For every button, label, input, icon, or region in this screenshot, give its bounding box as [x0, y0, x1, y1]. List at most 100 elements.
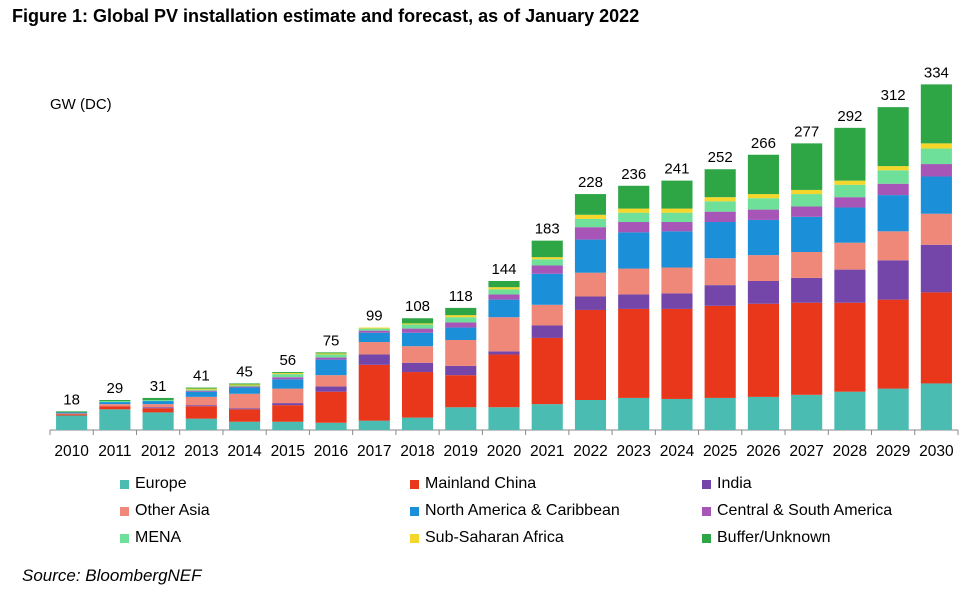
bar-2015-buffer-unknown	[272, 372, 304, 374]
bar-2029-other-asia	[877, 231, 909, 261]
bar-2021-north-america-caribbean	[531, 273, 563, 305]
bar-2025-central-south-america	[704, 211, 736, 223]
bar-2011-mena	[99, 401, 131, 403]
bar-2030-europe	[920, 383, 952, 430]
total-label-2020: 144	[491, 261, 516, 278]
bar-2012-europe	[142, 412, 174, 430]
bar-2028-north-america-caribbean	[834, 207, 866, 243]
bar-2024-europe	[661, 398, 693, 430]
bar-2019-mena	[445, 317, 477, 323]
total-label-2017: 99	[366, 308, 383, 325]
bar-2012-india	[142, 407, 174, 409]
bar-2030-central-south-america	[920, 164, 952, 177]
bar-2017-mena	[358, 328, 390, 331]
bar-2019-sub-saharan-africa	[445, 315, 477, 318]
legend-item-other-asia: Other Asia	[120, 502, 210, 520]
legend-label: Other Asia	[135, 502, 210, 519]
bar-2022-sub-saharan-africa	[574, 214, 607, 219]
bar-2020-india	[488, 351, 520, 355]
total-label-2029: 312	[881, 87, 906, 104]
bar-2017-europe	[358, 420, 390, 430]
total-label-2024: 241	[664, 161, 689, 178]
bar-2026-india	[747, 280, 779, 304]
bar-2010-mainland-china	[56, 414, 88, 416]
bar-2025-india	[704, 285, 736, 306]
total-label-2015: 56	[279, 352, 296, 369]
bar-2027-mainland-china	[791, 302, 823, 395]
bar-2030-mainland-china	[920, 292, 952, 384]
bar-2016-mena	[315, 354, 347, 358]
bar-2025-europe	[704, 397, 736, 430]
bar-2021-mena	[531, 259, 563, 266]
x-tick-label-2023: 2023	[616, 443, 650, 460]
legend-swatch	[702, 479, 711, 489]
bar-2013-mena	[185, 389, 217, 391]
bar-2011-buffer-unknown	[99, 399, 131, 402]
total-label-2027: 277	[794, 123, 819, 140]
bar-2018-sub-saharan-africa	[401, 323, 434, 325]
bar-2014-india	[229, 408, 261, 410]
bar-2014-sub-saharan-africa	[229, 384, 261, 386]
bar-2026-mena	[747, 198, 779, 210]
bar-2025-buffer-unknown	[704, 169, 736, 198]
legend-swatch	[120, 479, 129, 489]
legend-item-mainland-china: Mainland China	[410, 475, 536, 493]
bar-2020-north-america-caribbean	[488, 299, 520, 318]
source-note: Source: BloombergNEF	[22, 566, 202, 585]
bar-2021-mainland-china	[531, 337, 563, 405]
bar-2016-mainland-china	[315, 391, 347, 423]
x-tick-label-2022: 2022	[573, 443, 607, 460]
bar-2010-other-asia	[56, 413, 88, 415]
bar-2026-north-america-caribbean	[747, 219, 779, 256]
bar-2015-india	[272, 403, 304, 406]
bar-2014-buffer-unknown	[229, 383, 261, 385]
bar-2020-mainland-china	[488, 354, 520, 408]
bar-2016-india	[315, 386, 347, 392]
bar-2022-mena	[574, 218, 607, 228]
bar-2026-mainland-china	[747, 303, 779, 397]
x-tick-label-2029: 2029	[876, 443, 910, 460]
bar-2020-europe	[488, 407, 520, 430]
bar-2018-europe	[401, 417, 434, 430]
bar-2028-other-asia	[834, 242, 866, 270]
bar-2016-north-america-caribbean	[315, 359, 347, 376]
x-tick-label-2017: 2017	[357, 443, 391, 460]
x-tick-label-2010: 2010	[54, 443, 89, 460]
total-label-2030: 334	[924, 64, 949, 81]
bar-2030-north-america-caribbean	[920, 176, 952, 214]
x-tick-label-2021: 2021	[530, 443, 564, 460]
bar-2023-india	[618, 294, 650, 309]
legend-label: Sub-Saharan Africa	[425, 529, 564, 546]
bar-2020-central-south-america	[488, 294, 520, 300]
bar-2026-europe	[747, 396, 779, 430]
bar-2024-buffer-unknown	[661, 180, 693, 209]
bar-2023-other-asia	[618, 268, 650, 295]
x-tick-label-2011: 2011	[98, 443, 131, 460]
total-label-2011: 29	[107, 380, 124, 397]
legend-item-central-south-america: Central & South America	[702, 502, 892, 520]
legend-item-sub-saharan-africa: Sub-Saharan Africa	[410, 529, 564, 547]
bar-2010-north-america-caribbean	[56, 412, 88, 414]
x-tick-label-2015: 2015	[271, 443, 305, 460]
bar-2029-mena	[877, 170, 909, 184]
bar-2015-central-south-america	[272, 377, 304, 380]
bar-2021-central-south-america	[531, 265, 563, 274]
legend-swatch	[410, 506, 419, 516]
bar-2016-central-south-america	[315, 357, 347, 360]
x-tick-label-2024: 2024	[660, 443, 695, 460]
bar-2021-buffer-unknown	[531, 240, 563, 258]
bar-2010-buffer-unknown	[56, 411, 88, 413]
bar-2020-buffer-unknown	[488, 280, 520, 288]
bar-2023-north-america-caribbean	[618, 232, 650, 269]
bar-2013-europe	[185, 418, 217, 430]
bar-2019-central-south-america	[445, 322, 477, 328]
bar-2025-north-america-caribbean	[704, 222, 736, 259]
bar-2019-buffer-unknown	[445, 307, 477, 316]
bar-2015-other-asia	[272, 388, 304, 404]
bar-2014-mena	[229, 385, 261, 387]
bar-2026-central-south-america	[747, 209, 779, 220]
bar-2023-sub-saharan-africa	[618, 208, 650, 213]
bar-2027-north-america-caribbean	[791, 216, 823, 253]
total-label-2016: 75	[323, 332, 340, 349]
bar-2025-mena	[704, 201, 736, 212]
